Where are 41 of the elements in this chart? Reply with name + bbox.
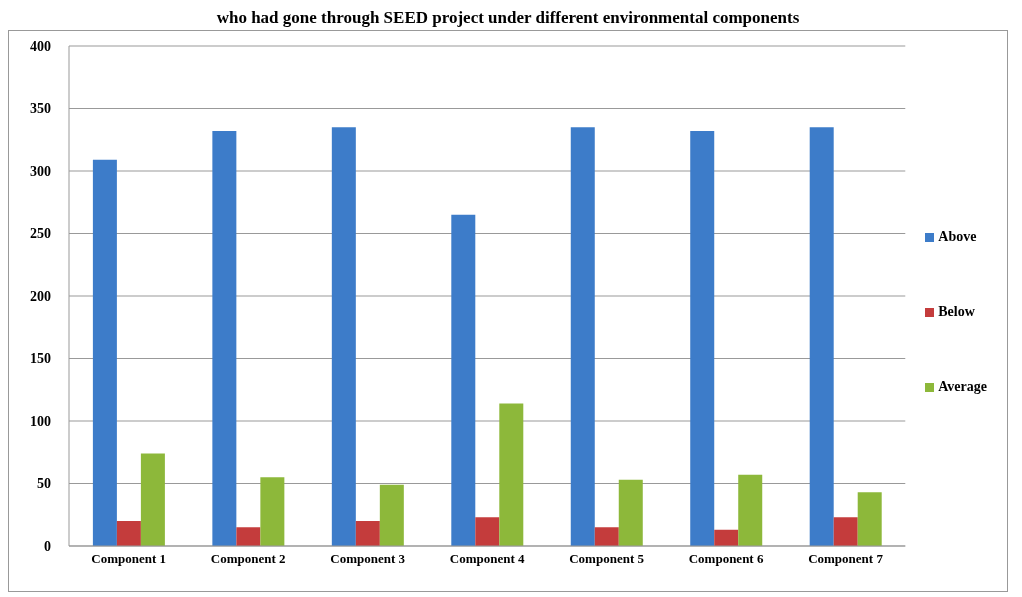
y-tick-label: 250 xyxy=(30,226,51,242)
x-tick-label: Component 2 xyxy=(210,551,286,567)
chart-title: who had gone through SEED project under different environmental components xyxy=(215,8,801,29)
bar xyxy=(92,159,117,546)
bar xyxy=(260,477,285,546)
bar xyxy=(833,517,858,546)
x-tick-label: Component 5 xyxy=(569,551,645,567)
bar xyxy=(690,131,715,546)
bar xyxy=(499,403,524,546)
legend-label: Above xyxy=(938,228,977,244)
y-tick-label: 400 xyxy=(30,38,51,54)
bar xyxy=(212,131,237,546)
y-tick-label: 200 xyxy=(30,288,51,304)
x-tick-label: Component 3 xyxy=(330,551,406,567)
x-tick-label: Component 1 xyxy=(91,551,167,567)
y-tick-label: 100 xyxy=(30,413,51,429)
y-tick-label: 0 xyxy=(44,538,51,554)
x-tick-label: Component 4 xyxy=(449,551,526,567)
bar xyxy=(857,492,882,546)
x-tick-label: Component 7 xyxy=(808,551,884,567)
bar xyxy=(594,527,619,546)
y-tick-label: 50 xyxy=(37,476,51,492)
bar xyxy=(355,521,380,546)
y-tick-label: 150 xyxy=(30,351,51,367)
bar xyxy=(451,214,476,546)
legend-label: Below xyxy=(938,303,975,319)
bar xyxy=(738,474,763,546)
bar xyxy=(809,127,834,546)
bar xyxy=(236,527,261,546)
bar xyxy=(116,521,141,546)
bar xyxy=(379,484,404,546)
x-tick-label: Component 6 xyxy=(688,551,764,567)
bar xyxy=(140,453,165,546)
bar xyxy=(475,517,500,546)
legend-label: Average xyxy=(938,378,987,394)
bar xyxy=(618,479,643,546)
y-tick-label: 350 xyxy=(30,101,51,117)
bar xyxy=(331,127,356,546)
y-tick-label: 300 xyxy=(30,163,51,179)
bar xyxy=(714,529,739,546)
bar xyxy=(570,127,595,546)
